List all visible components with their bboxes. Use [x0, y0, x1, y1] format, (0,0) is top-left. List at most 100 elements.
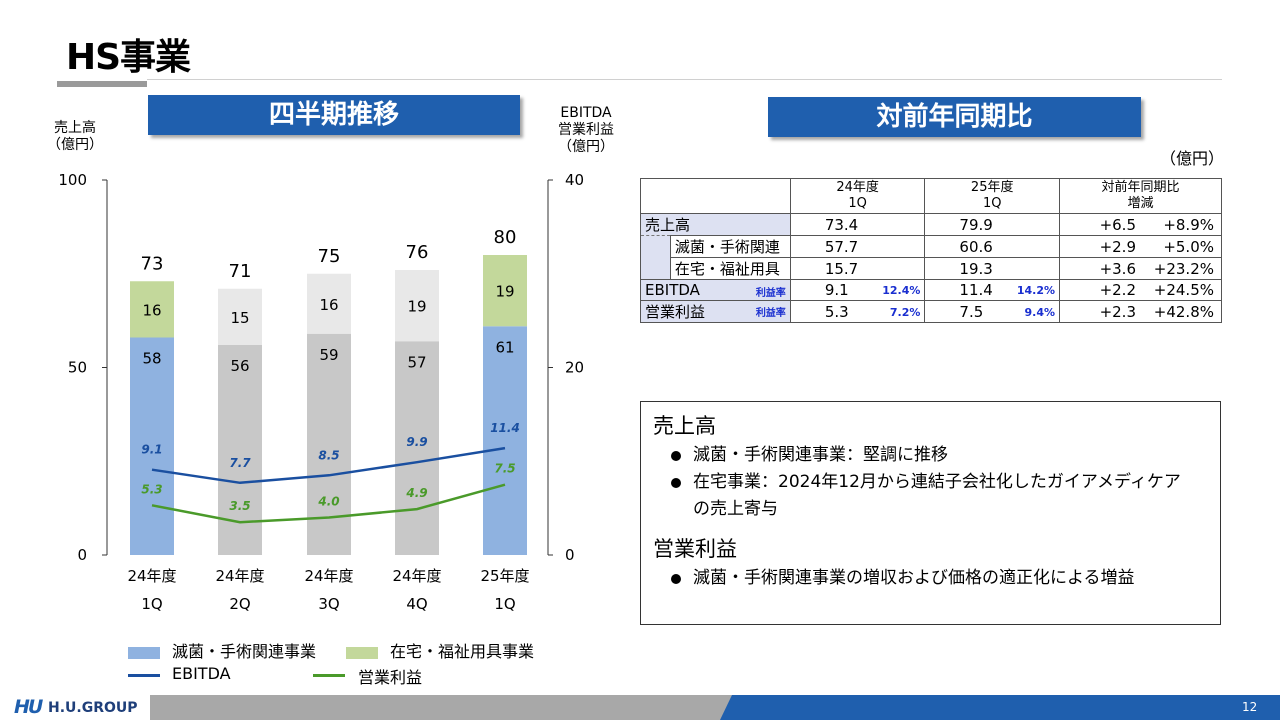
chart-legend: 滅菌・手術関連事業 在宅・福祉用具事業 EBITDA 営業利益	[128, 640, 548, 690]
legend-label-homecare: 在宅・福祉用具事業	[390, 642, 535, 661]
company-logo: HU H.U.GROUP	[0, 695, 150, 720]
note-bullet-homecare: 在宅事業：2024年12月から連結子会社化したガイアメディケアの売上寄与	[671, 469, 1193, 523]
note-bullet-profit: 滅菌・手術関連事業の増収および価格の適正化による増益	[671, 565, 1220, 592]
page-title: HS事業	[66, 37, 191, 78]
left-axis-label: 売上高 （億円）	[47, 120, 103, 153]
bar-homecare	[130, 281, 174, 338]
ebitda-yoy: +2.2 +24.5%	[1059, 279, 1222, 301]
legend-line-operating-profit	[313, 674, 345, 677]
bar-sterilization	[307, 333, 351, 555]
bar-label-sterilization: 59	[319, 346, 338, 364]
op-yoy: +2.3 +42.8%	[1059, 300, 1222, 323]
data-label-ebitda: 9.9	[406, 435, 427, 449]
row-label-operating-profit: 営業利益 利益率	[640, 300, 791, 323]
data-label-ebitda: 11.4	[490, 421, 520, 435]
bullet-icon	[671, 574, 681, 584]
home-yoy: +3.6 +23.2%	[1059, 257, 1222, 280]
steril-24: 57.7	[789, 235, 926, 258]
table-unit: （億円）	[1160, 149, 1225, 168]
row-label-ebitda: EBITDA 利益率	[640, 279, 791, 301]
bar-label-sterilization: 57	[407, 353, 426, 371]
data-label-operating-profit: 5.3	[141, 482, 162, 496]
quarterly-banner: 四半期推移	[148, 95, 520, 135]
sales-yoy: +6.5 +8.9%	[1059, 213, 1222, 236]
line-operating-profit	[151, 483, 506, 524]
row-label-sales: 売上高	[640, 213, 791, 236]
bar-total-label: 73	[141, 253, 164, 274]
bar-label-sterilization: 58	[142, 350, 161, 368]
note-heading-operating-profit: 営業利益	[653, 537, 737, 561]
bullet-icon	[671, 451, 681, 461]
data-label-operating-profit: 4.9	[405, 486, 427, 500]
left-tick-label: 100	[58, 171, 87, 189]
bar-sterilization	[483, 326, 527, 555]
right-tick-label: 0	[565, 546, 575, 564]
bar-label-homecare: 19	[495, 283, 514, 301]
bar-total-label: 80	[494, 227, 517, 248]
quarterly-chart: 100 50 0 40 20 0 58 16 73 56 15 71 59 16 75 57 19 76 61 19 8…	[58, 171, 584, 564]
bar-label-homecare: 19	[407, 298, 426, 316]
steril-yoy: +2.9 +5.0%	[1059, 235, 1222, 258]
line-ebitda	[151, 446, 506, 485]
right-tick-label: 40	[565, 171, 584, 189]
bar-label-homecare: 15	[230, 309, 249, 327]
x-axis-category-label: 24年度 4Q	[392, 567, 442, 613]
logo-text: H.U.GROUP	[48, 700, 138, 716]
table-row-sterilization: 滅菌・手術関連 57.7 60.6 +2.9 +5.0%	[640, 235, 1222, 280]
bar-sterilization	[395, 341, 439, 555]
bar-label-homecare: 16	[142, 301, 161, 319]
header-24-1q: 24年度 1Q	[789, 178, 926, 214]
legend-swatch-homecare	[346, 647, 378, 659]
ebitda-24: 9.1 12.4%	[789, 279, 926, 301]
commentary-box: 売上高 滅菌・手術関連事業：堅調に推移 在宅事業：2024年12月から連結子会社…	[640, 401, 1221, 625]
bar-label-sterilization: 56	[230, 357, 249, 375]
x-axis-category-label: 24年度 1Q	[127, 567, 177, 613]
op-25: 7.5 9.4%	[924, 300, 1060, 323]
home-24: 15.7	[789, 257, 926, 280]
legend-swatch-sterilization	[128, 647, 160, 659]
right-tick-label: 20	[565, 359, 584, 377]
data-label-operating-profit: 7.5	[494, 462, 515, 476]
table-row-homecare: 在宅・福祉用具 15.7 19.3 +3.6 +23.2%	[641, 257, 1222, 280]
title-rule	[147, 79, 1222, 80]
op-24: 5.3 7.2%	[789, 300, 926, 323]
bar-label-sterilization: 61	[495, 338, 514, 356]
left-tick-label: 0	[77, 546, 87, 564]
data-label-ebitda: 7.7	[229, 456, 251, 470]
left-tick-label: 50	[68, 359, 87, 377]
header-25-1q: 25年度 1Q	[924, 178, 1060, 214]
x-axis-category-label: 25年度 1Q	[480, 567, 530, 613]
table-header-row: 24年度 1Q 25年度 1Q 対前年同期比 増減	[640, 178, 1222, 214]
bar-homecare	[483, 255, 527, 327]
bar-homecare	[307, 273, 351, 334]
bar-label-homecare: 16	[319, 296, 338, 314]
table-row-ebitda: EBITDA 利益率 9.1 12.4% 11.4 14.2% +2.2 +24.5%	[640, 279, 1222, 301]
bar-total-label: 76	[406, 242, 429, 263]
data-label-ebitda: 9.1	[141, 443, 162, 457]
note-bullet-sterilization: 滅菌・手術関連事業：堅調に推移	[671, 442, 1220, 469]
legend-label-ebitda: EBITDA	[172, 664, 231, 683]
legend-line-ebitda	[128, 674, 160, 677]
header-yoy: 対前年同期比 増減	[1059, 178, 1222, 214]
footer-accent	[720, 695, 1280, 720]
bar-homecare	[218, 288, 262, 345]
right-axis-label: EBITDA 営業利益 （億円）	[558, 105, 614, 155]
bar-sterilization	[218, 345, 262, 555]
title-underline	[57, 81, 147, 87]
bar-total-label: 71	[229, 261, 252, 282]
table-row-sales: 売上高 73.4 79.9 +6.5 +8.9%	[640, 213, 1222, 236]
bar-homecare	[395, 270, 439, 342]
logo-mark: HU	[14, 696, 43, 718]
table-header-empty	[640, 178, 791, 214]
bullet-icon	[671, 478, 681, 488]
note-heading-sales: 売上高	[653, 414, 716, 438]
ebitda-25: 11.4 14.2%	[924, 279, 1060, 301]
table-row-operating-profit: 営業利益 利益率 5.3 7.2% 7.5 9.4% +2.3 +42.8%	[640, 300, 1222, 323]
home-25: 19.3	[924, 257, 1060, 280]
sales-24: 73.4	[789, 213, 926, 236]
steril-25: 60.6	[924, 235, 1060, 258]
data-label-operating-profit: 4.0	[317, 495, 339, 509]
yoy-table: 24年度 1Q 25年度 1Q 対前年同期比 増減 売上高 73.4 79.9 +6.…	[640, 178, 1222, 323]
yoy-banner: 対前年同期比	[768, 97, 1141, 137]
data-label-operating-profit: 3.5	[229, 499, 250, 513]
